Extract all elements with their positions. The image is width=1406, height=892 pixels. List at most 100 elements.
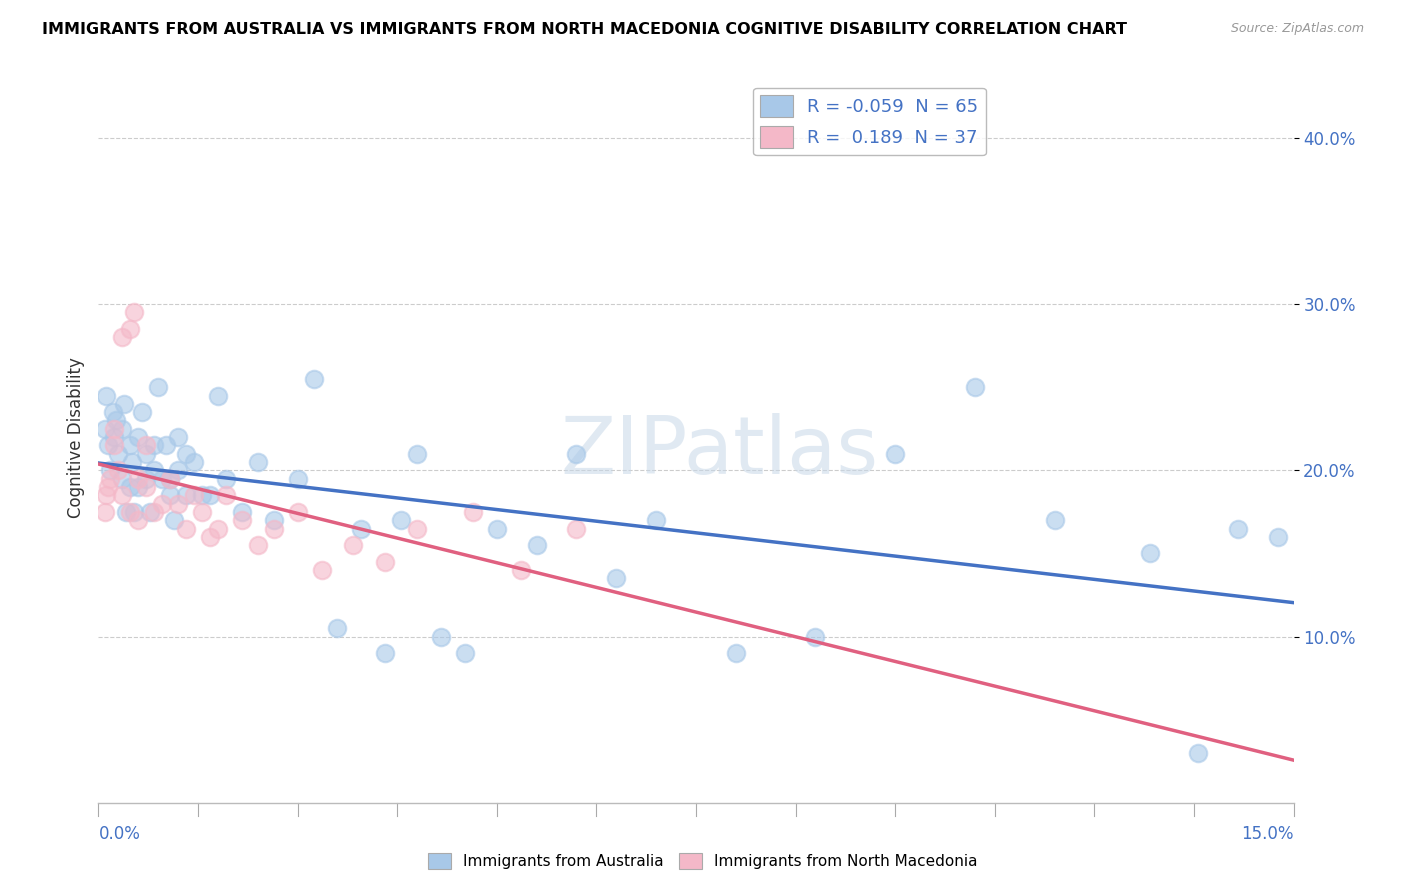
Point — [406, 521, 429, 535]
Point — [246, 538, 269, 552]
Point — [159, 472, 181, 486]
Point — [183, 455, 205, 469]
Point — [98, 472, 122, 486]
Point — [96, 388, 118, 402]
Point — [131, 405, 153, 419]
Point — [148, 380, 170, 394]
Point — [1187, 746, 1209, 760]
Point — [159, 472, 181, 486]
Point — [111, 488, 134, 502]
Point — [215, 472, 238, 486]
Point — [127, 430, 149, 444]
Point — [150, 472, 173, 486]
Point — [103, 422, 125, 436]
Legend: Immigrants from Australia, Immigrants from North Macedonia: Immigrants from Australia, Immigrants fr… — [422, 847, 984, 875]
Text: IMMIGRANTS FROM AUSTRALIA VS IMMIGRANTS FROM NORTH MACEDONIA COGNITIVE DISABILIT: IMMIGRANTS FROM AUSTRALIA VS IMMIGRANTS … — [42, 22, 1128, 37]
Point — [159, 488, 181, 502]
Point — [605, 571, 627, 585]
Point — [1139, 546, 1161, 560]
Text: Source: ZipAtlas.com: Source: ZipAtlas.com — [1230, 22, 1364, 36]
Point — [389, 513, 412, 527]
Point — [263, 513, 285, 527]
Point — [103, 438, 125, 452]
Point — [1267, 530, 1289, 544]
Point — [174, 521, 197, 535]
Point — [565, 447, 588, 461]
Point — [191, 488, 214, 502]
Point — [124, 305, 146, 319]
Point — [246, 455, 269, 469]
Point — [167, 430, 190, 444]
Point — [96, 488, 118, 502]
Point — [111, 472, 134, 486]
Point — [120, 322, 142, 336]
Point — [174, 447, 197, 461]
Point — [485, 521, 508, 535]
Point — [127, 480, 149, 494]
Point — [430, 630, 453, 644]
Point — [207, 521, 229, 535]
Point — [183, 488, 205, 502]
Point — [104, 413, 127, 427]
Point — [231, 513, 253, 527]
Point — [98, 463, 122, 477]
Point — [111, 422, 134, 436]
Point — [155, 438, 177, 452]
Point — [311, 563, 333, 577]
Point — [111, 330, 134, 344]
Point — [163, 513, 186, 527]
Point — [135, 447, 157, 461]
Point — [461, 505, 484, 519]
Point — [107, 447, 129, 461]
Y-axis label: Cognitive Disability: Cognitive Disability — [66, 357, 84, 517]
Point — [139, 505, 162, 519]
Point — [135, 438, 157, 452]
Point — [263, 521, 285, 535]
Point — [215, 488, 238, 502]
Point — [406, 447, 429, 461]
Point — [565, 521, 588, 535]
Point — [94, 422, 117, 436]
Point — [143, 438, 166, 452]
Point — [143, 505, 166, 519]
Point — [120, 505, 142, 519]
Point — [127, 472, 149, 486]
Point — [112, 397, 135, 411]
Point — [198, 530, 221, 544]
Point — [342, 538, 364, 552]
Point — [135, 480, 157, 494]
Point — [350, 521, 373, 535]
Point — [645, 513, 668, 527]
Point — [509, 563, 531, 577]
Point — [167, 463, 190, 477]
Point — [724, 646, 747, 660]
Point — [150, 497, 173, 511]
Point — [374, 646, 396, 660]
Point — [302, 372, 325, 386]
Point — [804, 630, 827, 644]
Point — [135, 472, 157, 486]
Point — [121, 455, 143, 469]
Text: 0.0%: 0.0% — [98, 825, 141, 843]
Point — [198, 488, 221, 502]
Legend: R = -0.059  N = 65, R =  0.189  N = 37: R = -0.059 N = 65, R = 0.189 N = 37 — [754, 87, 986, 155]
Point — [127, 513, 149, 527]
Point — [124, 505, 146, 519]
Point — [143, 463, 166, 477]
Point — [174, 488, 197, 502]
Point — [287, 472, 309, 486]
Point — [526, 538, 548, 552]
Point — [231, 505, 253, 519]
Point — [115, 505, 138, 519]
Point — [374, 555, 396, 569]
Point — [103, 430, 125, 444]
Point — [191, 505, 214, 519]
Point — [120, 480, 142, 494]
Point — [120, 438, 142, 452]
Point — [454, 646, 477, 660]
Point — [97, 480, 120, 494]
Point — [167, 497, 190, 511]
Point — [1226, 521, 1249, 535]
Point — [207, 388, 229, 402]
Point — [884, 447, 907, 461]
